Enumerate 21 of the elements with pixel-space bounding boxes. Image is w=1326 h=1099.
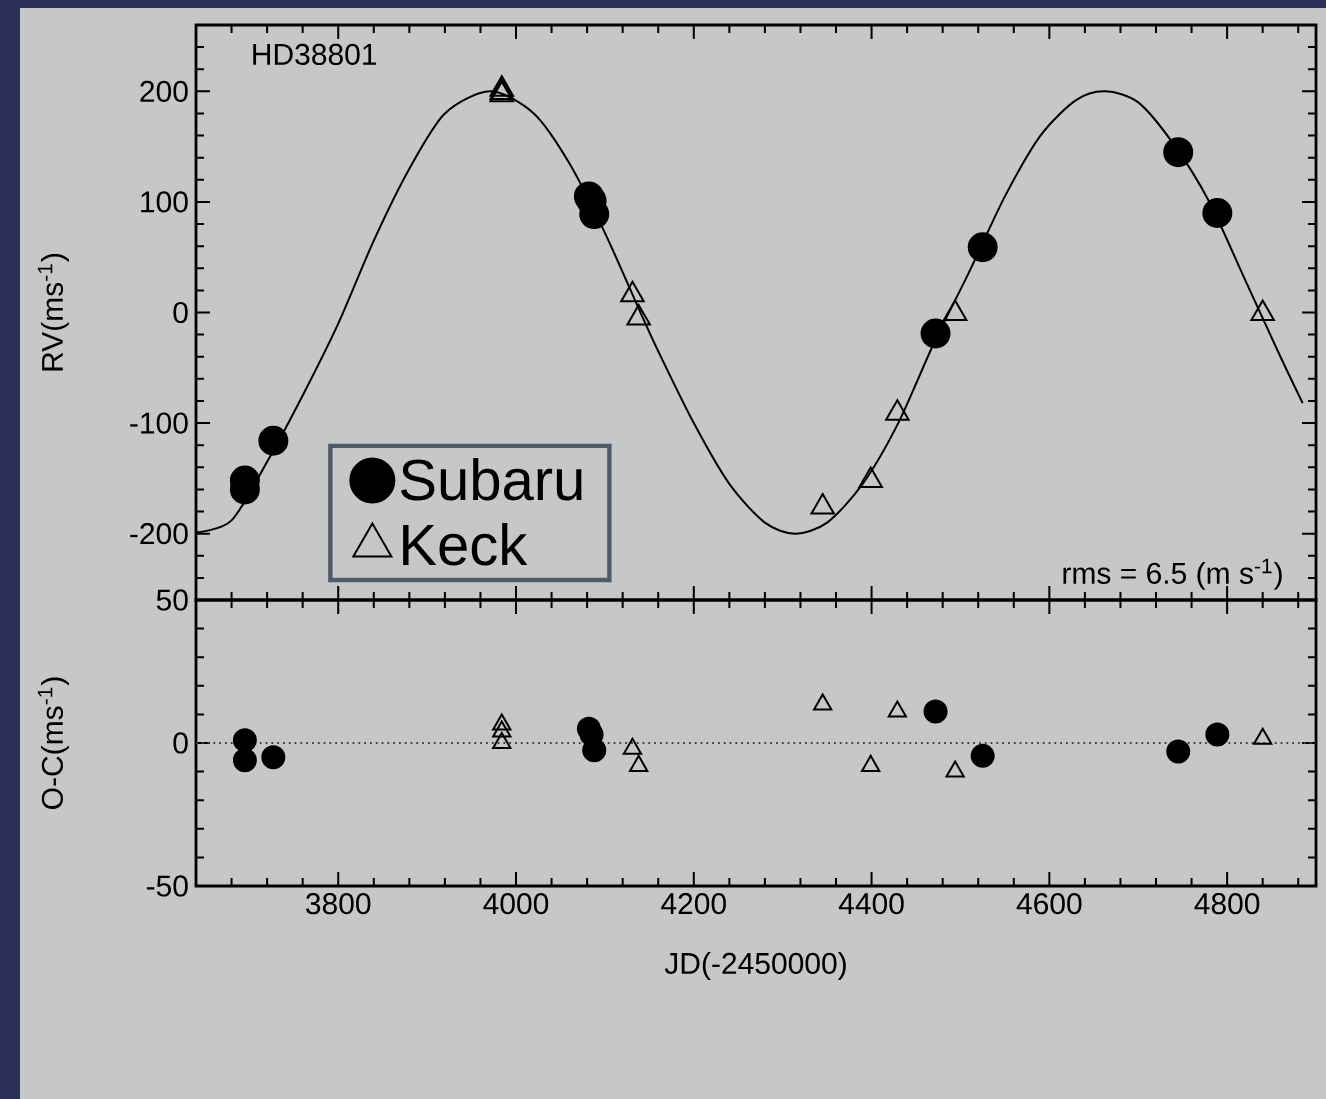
y-tick-label: 0 xyxy=(173,732,188,754)
y-tick-label: 0 xyxy=(173,301,188,324)
y-axis-title: O-C(ms$^{-1}$) xyxy=(37,677,69,809)
x-tick-label: 4400 xyxy=(838,893,904,915)
x-tick-label: 4200 xyxy=(661,893,726,915)
y-tick-label: 200 xyxy=(140,80,188,102)
legend-label: Keck xyxy=(403,522,528,566)
x-tick-label: 4600 xyxy=(1016,893,1082,915)
x-tick-label: 3800 xyxy=(305,893,371,915)
x-axis-title: JD(-2450000) xyxy=(664,952,846,980)
legend-label: Subaru xyxy=(401,457,582,501)
y-tick-label: 100 xyxy=(141,191,188,213)
y-tick-label: -200 xyxy=(130,523,188,545)
x-tick-label: 4000 xyxy=(483,893,549,915)
y-tick-label: -50 xyxy=(146,875,188,897)
annotation: rms = 6.5 (m s$^{-1}$) xyxy=(1063,558,1282,590)
y-tick-label: 50 xyxy=(156,589,188,611)
annotation: HD38801 xyxy=(253,43,377,66)
x-tick-label: 4800 xyxy=(1194,893,1260,915)
y-tick-label: -100 xyxy=(130,412,188,434)
y-axis-title: RV(ms$^{-1}$) xyxy=(37,253,69,371)
